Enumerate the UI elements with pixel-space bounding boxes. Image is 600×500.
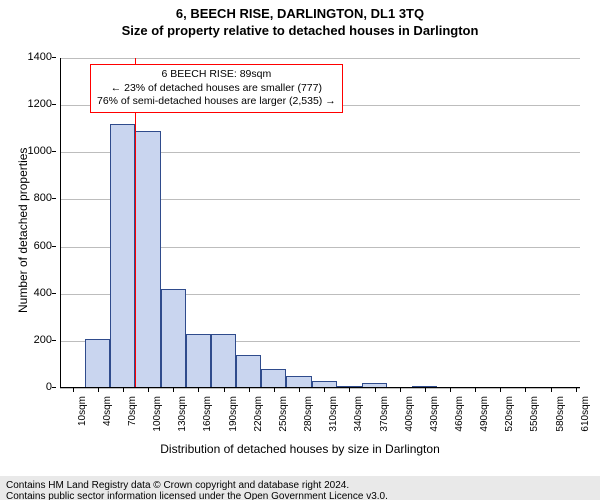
x-tick-label: 190sqm [228, 396, 239, 440]
x-tick-label: 40sqm [102, 396, 113, 440]
x-tick-mark [576, 388, 577, 392]
x-tick-mark [500, 388, 501, 392]
y-tick-label: 1200 [16, 98, 52, 110]
x-tick-label: 160sqm [202, 396, 213, 440]
x-tick-label: 70sqm [127, 396, 138, 440]
footer-attribution: Contains HM Land Registry data © Crown c… [0, 476, 600, 500]
y-tick-label: 1400 [16, 51, 52, 63]
x-tick-mark [400, 388, 401, 392]
x-tick-label: 310sqm [328, 396, 339, 440]
histogram-bar [211, 334, 236, 388]
x-axis-label: Distribution of detached houses by size … [0, 442, 600, 456]
histogram-bar [186, 334, 211, 388]
x-axis-line [60, 387, 580, 388]
x-tick-mark [425, 388, 426, 392]
y-tick-label: 200 [16, 334, 52, 346]
x-tick-mark [349, 388, 350, 392]
x-tick-label: 580sqm [555, 396, 566, 440]
annotation-line: 6 BEECH RISE: 89sqm [97, 68, 336, 82]
x-tick-mark [198, 388, 199, 392]
x-tick-mark [551, 388, 552, 392]
histogram-bar [85, 339, 110, 389]
x-tick-label: 340sqm [353, 396, 364, 440]
x-tick-label: 520sqm [504, 396, 515, 440]
x-tick-label: 610sqm [580, 396, 591, 440]
x-tick-label: 400sqm [404, 396, 415, 440]
y-axis-label: Number of detached properties [16, 148, 30, 313]
x-tick-mark [324, 388, 325, 392]
gridline [60, 388, 580, 389]
x-tick-label: 280sqm [303, 396, 314, 440]
x-tick-label: 10sqm [77, 396, 88, 440]
x-tick-mark [450, 388, 451, 392]
histogram-bar [236, 355, 261, 388]
footer-line-1: Contains HM Land Registry data © Crown c… [6, 480, 594, 491]
histogram-chart: 020040060080010001200140010sqm40sqm70sqm… [0, 6, 600, 500]
x-tick-label: 130sqm [177, 396, 188, 440]
annotation-line: 76% of semi-detached houses are larger (… [97, 95, 336, 109]
x-tick-label: 460sqm [454, 396, 465, 440]
x-tick-label: 250sqm [278, 396, 289, 440]
histogram-bar [261, 369, 286, 388]
x-tick-label: 490sqm [479, 396, 490, 440]
x-tick-mark [148, 388, 149, 392]
histogram-bar [110, 124, 135, 388]
annotation-line: ← 23% of detached houses are smaller (77… [97, 82, 336, 96]
x-tick-mark [224, 388, 225, 392]
y-tick-label: 0 [16, 381, 52, 393]
histogram-bar [135, 131, 160, 388]
x-tick-mark [375, 388, 376, 392]
x-tick-label: 100sqm [152, 396, 163, 440]
x-tick-mark [173, 388, 174, 392]
x-tick-mark [249, 388, 250, 392]
x-tick-label: 220sqm [253, 396, 264, 440]
x-tick-mark [274, 388, 275, 392]
x-tick-mark [98, 388, 99, 392]
y-axis-line [60, 58, 61, 388]
x-tick-label: 370sqm [379, 396, 390, 440]
x-tick-mark [525, 388, 526, 392]
x-tick-mark [299, 388, 300, 392]
x-tick-mark [123, 388, 124, 392]
footer-line-2: Contains public sector information licen… [6, 491, 594, 500]
x-tick-mark [73, 388, 74, 392]
x-tick-label: 430sqm [429, 396, 440, 440]
histogram-bar [161, 289, 186, 388]
x-tick-label: 550sqm [529, 396, 540, 440]
gridline [60, 58, 580, 59]
x-tick-mark [475, 388, 476, 392]
annotation-box: 6 BEECH RISE: 89sqm← 23% of detached hou… [90, 64, 343, 113]
